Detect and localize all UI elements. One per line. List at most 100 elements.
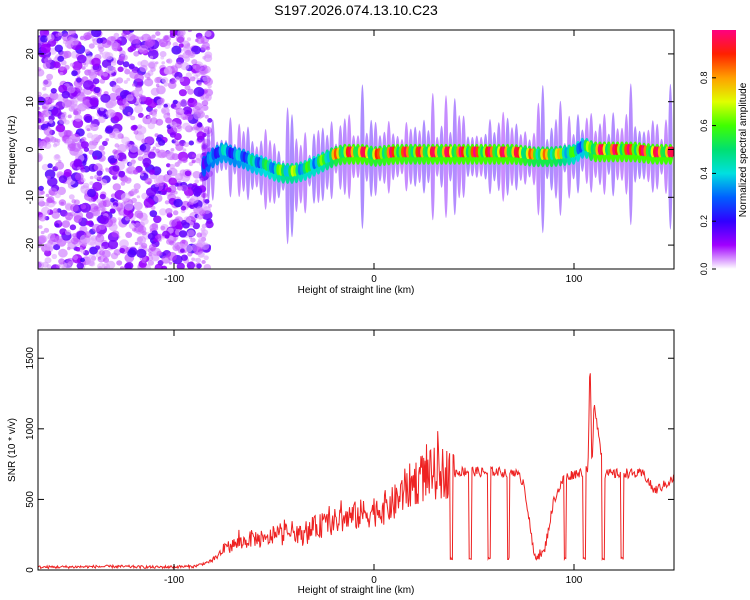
noise-blob (74, 114, 83, 122)
noise-blob (155, 148, 161, 153)
noise-blob (173, 198, 183, 208)
noise-blob (184, 170, 192, 177)
noise-blob (187, 51, 196, 58)
noise-blob (128, 161, 135, 168)
y-tick-label: 10 (25, 96, 36, 108)
chart-title: S197.2026.074.13.10.C23 (274, 2, 438, 18)
noise-blob (89, 123, 95, 128)
noise-blob (92, 223, 102, 233)
noise-blob (204, 114, 209, 119)
y-tick-label: 0 (25, 567, 36, 573)
noise-blob (135, 222, 141, 228)
noise-blob (38, 153, 44, 162)
noise-blob (148, 61, 156, 69)
noise-blob (91, 57, 101, 67)
colorbar-ticks: 0.0 0.2 0.4 0.6 0.8 (699, 72, 716, 275)
noise-blob (188, 161, 194, 167)
noise-blob (38, 196, 44, 203)
noise-blob (105, 168, 110, 173)
noise-blob (187, 30, 192, 33)
noise-blob (187, 229, 195, 237)
noise-blob (47, 104, 54, 110)
noise-blob (193, 258, 198, 262)
noise-blob (198, 139, 202, 143)
noise-blob (166, 239, 173, 245)
noise-blob (147, 115, 151, 120)
noise-blob (46, 73, 54, 81)
noise-blob (83, 80, 94, 90)
noise-blob (160, 56, 165, 60)
x-tick-label: 0 (371, 274, 377, 285)
noise-blob (124, 177, 132, 184)
noise-blob (88, 198, 94, 203)
noise-blob (191, 160, 196, 164)
x-tick-label: 100 (566, 575, 583, 586)
noise-blob (179, 109, 185, 114)
noise-blob (169, 219, 178, 227)
noise-blob (137, 125, 147, 135)
noise-blob (180, 254, 188, 261)
noise-blob (194, 102, 203, 111)
noise-blob (146, 76, 151, 81)
noise-blob (155, 31, 161, 36)
noise-blob (203, 80, 208, 85)
noise-blob (203, 126, 213, 135)
noise-blob (139, 144, 147, 151)
noise-blob (61, 99, 72, 109)
noise-blob (86, 128, 91, 132)
noise-blob (178, 186, 183, 191)
noise-blob (181, 239, 186, 244)
noise-blob (123, 91, 129, 96)
noise-blob (186, 37, 192, 42)
noise-blob (86, 132, 93, 139)
noise-blob (114, 154, 120, 160)
noise-blob (178, 230, 188, 238)
noise-blob (133, 201, 143, 211)
noise-blob (151, 254, 160, 262)
noise-blob (131, 197, 137, 204)
noise-blob (116, 260, 123, 266)
noise-blob (184, 84, 191, 91)
y-tick-label: -20 (25, 237, 36, 252)
noise-blob (159, 51, 167, 58)
colorbar: 0.0 0.2 0.4 0.6 0.8 Normalized spectral ampl… (699, 30, 749, 275)
noise-blob (91, 134, 101, 143)
snr-xlabel: Height of straight line (km) (298, 585, 415, 596)
noise-blob (143, 149, 150, 156)
noise-blob (45, 193, 50, 198)
noise-blob (166, 58, 173, 64)
noise-blob (179, 99, 188, 108)
noise-blob (68, 194, 75, 200)
noise-blob (113, 249, 121, 256)
noise-blob (141, 242, 148, 249)
noise-blob (156, 250, 163, 257)
noise-blob (46, 33, 55, 42)
noise-blob (128, 63, 135, 70)
noise-blob (74, 172, 84, 181)
noise-blob (43, 127, 53, 136)
noise-blob (96, 170, 103, 176)
noise-blob (97, 202, 105, 209)
noise-blob (99, 224, 106, 231)
noise-blob (136, 195, 141, 199)
noise-blob (45, 110, 52, 117)
noise-blob (194, 38, 199, 43)
noise-blob (56, 264, 61, 269)
noise-blob (203, 264, 212, 269)
noise-blob (111, 84, 121, 94)
noise-blob (200, 227, 206, 233)
noise-blob (136, 81, 143, 86)
noise-blob (147, 260, 154, 266)
noise-blob (87, 69, 96, 76)
noise-blob (82, 97, 87, 101)
noise-blob (155, 83, 160, 88)
colorbar-label: Normalized spectral amplitude (738, 82, 749, 217)
noise-blob (38, 67, 42, 72)
noise-blob (72, 233, 77, 238)
noise-blob (127, 249, 137, 258)
noise-blob (120, 192, 131, 202)
noise-blob (122, 104, 126, 108)
noise-blob (204, 30, 212, 37)
noise-blob (112, 149, 118, 155)
